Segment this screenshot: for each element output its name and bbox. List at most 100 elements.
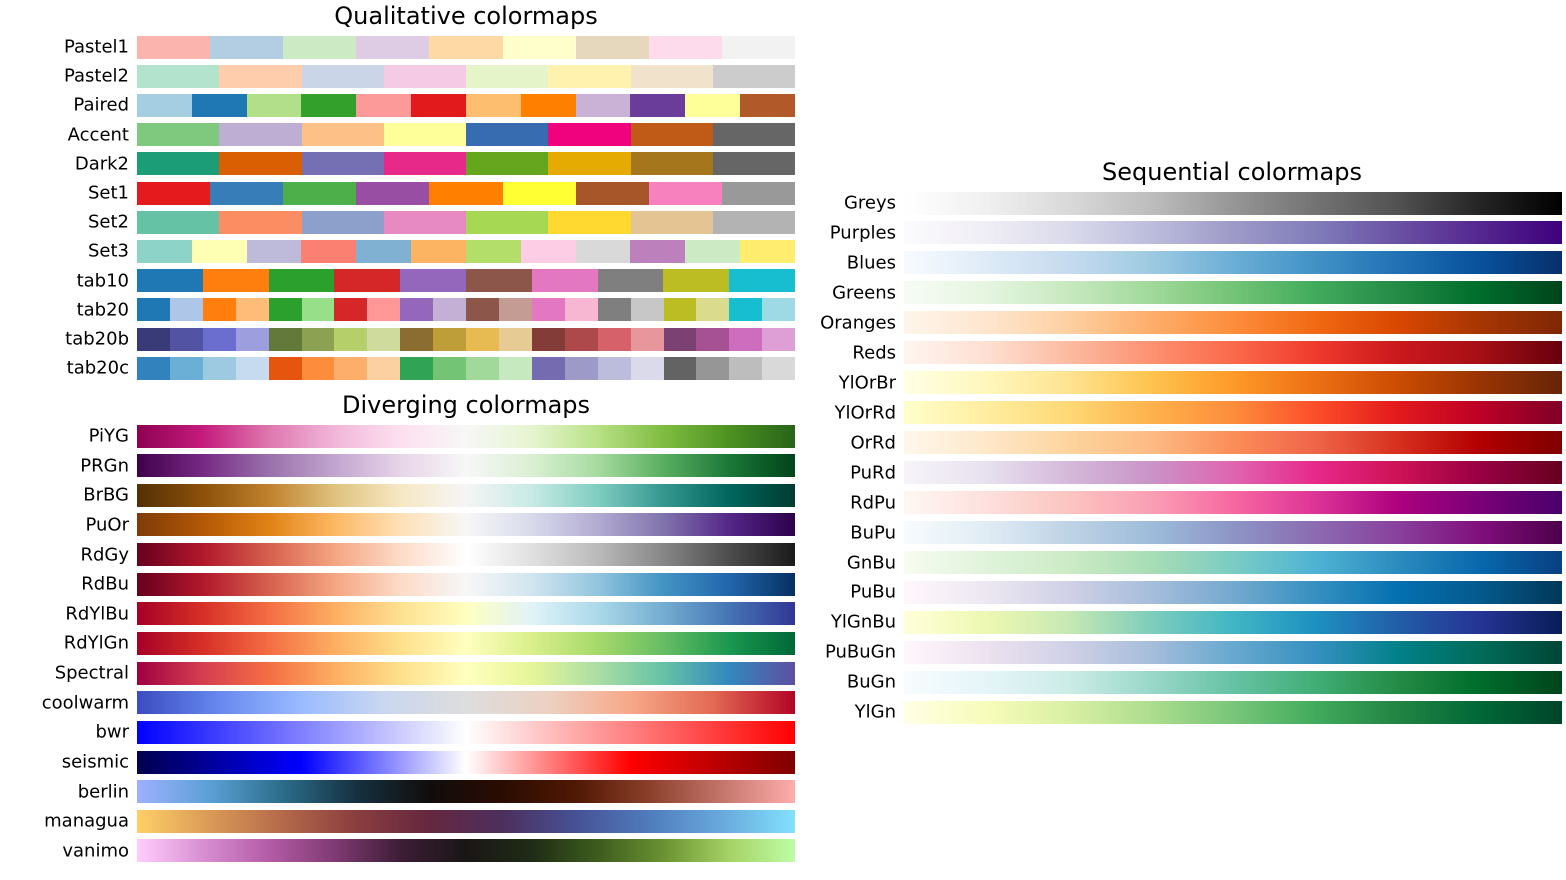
color-segment (648, 181, 722, 205)
color-segment (191, 93, 247, 117)
color-segment (663, 298, 697, 322)
color-segment (268, 269, 335, 293)
color-segment (685, 93, 741, 117)
color-segment (498, 356, 532, 380)
colormap-bar-RdBu (137, 572, 795, 596)
color-segment (411, 93, 466, 117)
color-segment (301, 152, 384, 176)
color-segment (137, 93, 192, 117)
color-segment (169, 356, 203, 380)
colormap-label: Set1 (87, 182, 129, 204)
color-segment (729, 356, 763, 380)
color-segment (465, 239, 521, 263)
colormap-label: Paired (73, 94, 129, 116)
color-segment (383, 64, 466, 88)
color-segment (548, 123, 631, 147)
color-segment (762, 356, 796, 380)
color-segment (630, 64, 713, 88)
color-segment (548, 64, 631, 88)
colormap-label: bwr (95, 721, 129, 743)
color-segment (433, 327, 467, 351)
color-segment (367, 298, 401, 322)
colormap-bar-tab10 (137, 269, 795, 293)
colormap-label: BuGn (846, 671, 896, 693)
color-segment (696, 356, 730, 380)
colormap-bar-Paired (137, 93, 795, 117)
color-segment (712, 210, 795, 234)
color-segment (740, 239, 795, 263)
color-segment (219, 64, 302, 88)
colormap-bar-tab20b (137, 327, 796, 351)
colormap-label: Greys (843, 192, 896, 214)
color-segment (630, 239, 686, 263)
colormap-label: RdPu (850, 492, 896, 514)
color-segment (498, 298, 532, 322)
color-segment (137, 64, 220, 88)
colormap-label: tab20 (76, 299, 129, 321)
color-segment (301, 298, 335, 322)
color-segment (465, 93, 521, 117)
colormap-bar-Set3 (137, 239, 795, 263)
colormap-label: RdYlBu (65, 603, 129, 625)
colormap-bar-vanimo (137, 839, 795, 863)
color-segment (531, 356, 565, 380)
colormap-label: Reds (852, 342, 896, 364)
colormap-label: Blues (846, 252, 896, 274)
colormap-bar-Oranges (904, 311, 1562, 335)
colormap-label: managua (44, 810, 129, 832)
color-segment (210, 35, 284, 59)
color-segment (383, 123, 466, 147)
color-segment (696, 327, 730, 351)
colormap-bar-OrRd (904, 431, 1562, 455)
colormap-label: tab10 (76, 270, 129, 292)
colormap-bar-Set2 (137, 210, 795, 234)
color-segment (498, 327, 532, 351)
colormap-label: Accent (67, 124, 129, 146)
colormap-bar-PuOr (137, 513, 795, 537)
colormap-label: BrBG (83, 484, 129, 506)
color-segment (548, 152, 631, 176)
diverging-title: Diverging colormaps (341, 391, 591, 419)
colormap-label: Purples (829, 222, 896, 244)
colormap-label: seismic (61, 751, 129, 773)
color-segment (663, 327, 697, 351)
colormap-bar-Reds (904, 341, 1562, 365)
color-segment (630, 298, 664, 322)
color-segment (630, 152, 713, 176)
color-segment (137, 210, 220, 234)
color-segment (356, 35, 430, 59)
colormap-label: berlin (77, 781, 129, 803)
color-segment (137, 239, 192, 263)
color-segment (466, 298, 499, 322)
color-segment (301, 64, 384, 88)
color-segment (712, 123, 795, 147)
color-segment (564, 356, 598, 380)
color-segment (729, 327, 763, 351)
color-segment (367, 327, 401, 351)
color-segment (301, 356, 335, 380)
color-segment (400, 269, 466, 293)
colormap-bar-Dark2 (137, 152, 795, 176)
color-segment (334, 356, 368, 380)
colormap-label: Set2 (87, 211, 129, 233)
color-segment (219, 210, 302, 234)
color-segment (301, 239, 357, 263)
color-segment (575, 181, 649, 205)
colormap-bar-YlGnBu (904, 610, 1562, 634)
color-segment (466, 356, 499, 380)
color-segment (712, 152, 795, 176)
color-segment (548, 210, 631, 234)
color-segment (334, 269, 401, 293)
color-segment (137, 152, 220, 176)
colormap-bar-YlOrRd (904, 401, 1562, 425)
color-segment (465, 269, 532, 293)
colormap-label: RdYlGn (63, 632, 129, 654)
colormap-bar-Set1 (137, 181, 795, 205)
color-segment (137, 181, 211, 205)
color-segment (520, 239, 576, 263)
color-segment (268, 327, 302, 351)
color-segment (383, 210, 466, 234)
colormap-label: PuBu (850, 581, 896, 603)
color-segment (762, 298, 796, 322)
colormap-bar-Accent (137, 123, 795, 147)
